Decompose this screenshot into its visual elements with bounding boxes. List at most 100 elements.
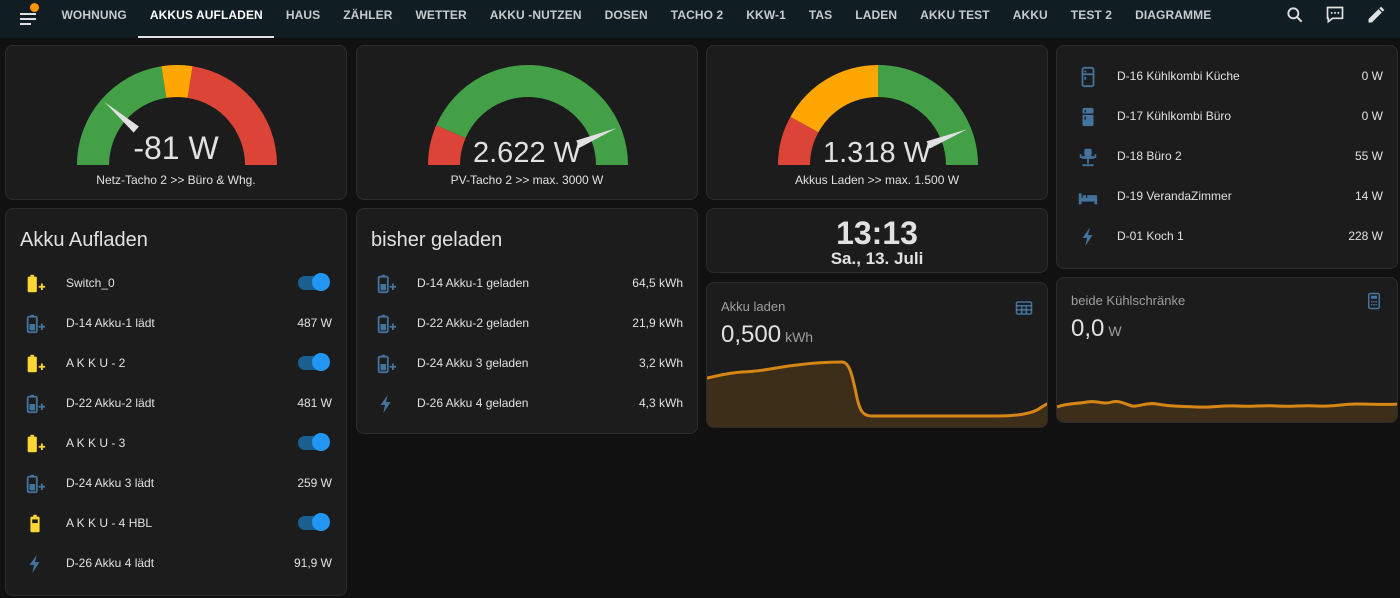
- battery-icon: [30, 514, 40, 533]
- tab-akku-test[interactable]: AKKU TEST: [920, 8, 990, 22]
- battery-plus-icon: [26, 314, 46, 334]
- entity-row[interactable]: D-24 Akku 3 lädt 259 W: [6, 463, 346, 503]
- device-label: D-01 Koch 1: [1117, 229, 1184, 243]
- gauge-card-pv[interactable]: 2.622 W PV-Tacho 2 >> max. 3000 W: [356, 45, 698, 200]
- entity-row[interactable]: D-24 Akku 3 geladen 3,2 kWh: [357, 343, 697, 383]
- card-title: Akku Aufladen: [20, 229, 148, 251]
- device-row[interactable]: D-17 Kühlkombi Büro 0 W: [1057, 96, 1397, 136]
- devices-card: D-16 Kühlkombi Küche 0 W D-17 Kühlkombi …: [1056, 45, 1398, 269]
- edit-icon[interactable]: [1366, 5, 1386, 25]
- device-label: D-16 Kühlkombi Küche: [1117, 69, 1240, 83]
- device-value: 14 W: [1354, 189, 1383, 203]
- sensor-value-number: 0,500: [721, 321, 782, 348]
- tab-zaehler[interactable]: ZÄHLER: [343, 8, 393, 22]
- entity-value: 4,3 kWh: [638, 396, 683, 410]
- tab-wetter[interactable]: WETTER: [415, 8, 467, 22]
- battery-plus-icon: [377, 354, 397, 374]
- gauge-card-akkus-laden[interactable]: 1.318 W Akkus Laden >> max. 1.500 W: [706, 45, 1048, 200]
- device-row[interactable]: D-19 VerandaZimmer 14 W: [1057, 176, 1397, 216]
- toggle-switch[interactable]: [298, 433, 330, 451]
- flash-icon: [1082, 227, 1093, 247]
- entity-label: D-22 Akku-2 geladen: [417, 316, 530, 330]
- notification-dot: [30, 3, 39, 12]
- battery-plus-icon: [26, 394, 46, 414]
- calendar-view-icon: [1015, 301, 1033, 315]
- device-label: D-17 Kühlkombi Büro: [1117, 109, 1232, 123]
- sensor-name: Akku laden: [721, 299, 786, 314]
- sensor-value-number: 0,0: [1071, 315, 1105, 342]
- gauge-segment: [878, 65, 978, 165]
- tab-kkw-1[interactable]: KKW-1: [746, 8, 786, 22]
- flash-icon: [29, 554, 40, 574]
- bisher-geladen-card: bisher geladen D-14 Akku-1 geladen 64,5 …: [356, 208, 698, 434]
- gauge-segment: [161, 65, 193, 98]
- entity-row[interactable]: D-26 Akku 4 geladen 4,3 kWh: [357, 383, 697, 423]
- battery-charging-icon: [27, 274, 46, 293]
- sensor-history-graph: [1057, 400, 1397, 422]
- device-row[interactable]: D-01 Koch 1 228 W: [1057, 216, 1397, 256]
- tab-diagramme[interactable]: DIAGRAMME: [1135, 8, 1212, 22]
- entity-row[interactable]: A K K U - 3: [6, 423, 346, 463]
- tab-test-2[interactable]: TEST 2: [1070, 8, 1113, 22]
- entity-row[interactable]: A K K U - 4 HBL: [6, 503, 346, 543]
- gauge-label: Akkus Laden >> max. 1.500 W: [794, 173, 960, 187]
- entity-row[interactable]: Switch_0: [6, 263, 346, 303]
- gauge-label: Netz-Tacho 2 >> Büro & Whg.: [96, 173, 256, 187]
- device-row[interactable]: D-16 Kühlkombi Küche 0 W: [1057, 56, 1397, 96]
- sensor-history-graph: [707, 360, 1047, 427]
- entity-value: 259 W: [297, 476, 332, 490]
- sensor-unit: W: [1108, 323, 1122, 339]
- entity-label: A K K U - 2: [66, 356, 126, 370]
- gauge-pv: [428, 64, 628, 165]
- entity-row[interactable]: D-22 Akku-2 geladen 21,9 kWh: [357, 303, 697, 343]
- entity-value: 64,5 kWh: [632, 276, 683, 290]
- entity-value: 21,9 kWh: [632, 316, 683, 330]
- toggle-switch[interactable]: [298, 273, 330, 291]
- tab-wohnung[interactable]: WOHNUNG: [61, 8, 127, 22]
- clock-date: Sa., 13. Juli: [830, 249, 924, 268]
- entity-label: A K K U - 3: [66, 436, 126, 450]
- gauge-value: 2.622 W: [473, 137, 581, 169]
- gauge-card-netz[interactable]: -81 W Netz-Tacho 2 >> Büro & Whg.: [5, 45, 347, 200]
- device-row[interactable]: D-18 Büro 2 55 W: [1057, 136, 1397, 176]
- bed-icon: [1078, 193, 1098, 205]
- entity-label: D-14 Akku-1 geladen: [417, 276, 530, 290]
- tab-akku[interactable]: AKKU: [1012, 8, 1048, 22]
- tab-akku-nutzen[interactable]: AKKU -NUTZEN: [489, 8, 582, 22]
- fridge-filled-icon: [1082, 107, 1094, 127]
- tab-dosen[interactable]: DOSEN: [604, 8, 648, 22]
- entity-label: D-26 Akku 4 geladen: [417, 396, 529, 410]
- tab-haus[interactable]: HAUS: [285, 8, 321, 22]
- tab-laden[interactable]: LADEN: [855, 8, 898, 22]
- device-label: D-19 VerandaZimmer: [1117, 189, 1232, 203]
- entity-row[interactable]: D-26 Akku 4 lädt 91,9 W: [6, 543, 346, 583]
- calculator-icon: [1368, 292, 1380, 310]
- tab-akkus-aufladen[interactable]: AKKUS AUFLADEN: [138, 0, 275, 38]
- gauge-segment: [187, 66, 277, 165]
- device-label: D-18 Büro 2: [1117, 149, 1182, 163]
- device-value: 0 W: [1361, 109, 1383, 123]
- tab-tas[interactable]: TAS: [808, 8, 833, 22]
- gauge-needle: [576, 127, 617, 148]
- entity-row[interactable]: A K K U - 2: [6, 343, 346, 383]
- entity-row[interactable]: D-14 Akku-1 geladen 64,5 kWh: [357, 263, 697, 303]
- device-value: 55 W: [1354, 149, 1383, 163]
- toggle-switch[interactable]: [298, 353, 330, 371]
- menu-icon[interactable]: [18, 8, 40, 30]
- battery-plus-icon: [377, 274, 397, 294]
- top-app-bar: WOHNUNG AKKUS AUFLADEN HAUS ZÄHLER WETTE…: [0, 0, 1400, 38]
- entity-row[interactable]: D-14 Akku-1 lädt 487 W: [6, 303, 346, 343]
- kuehlschraenke-sensor-card[interactable]: beide Kühlschränke 0,0 W: [1056, 277, 1398, 423]
- gauge-segment: [436, 64, 628, 165]
- assist-icon[interactable]: [1325, 5, 1345, 25]
- desk-chair-icon: [1079, 148, 1097, 167]
- entity-row[interactable]: D-22 Akku-2 lädt 481 W: [6, 383, 346, 423]
- akku-laden-sensor-card[interactable]: Akku laden 0,500 kWh: [706, 282, 1048, 428]
- toggle-switch[interactable]: [298, 513, 330, 531]
- clock-time: 13:13: [836, 215, 918, 251]
- view-tabs: WOHNUNG AKKUS AUFLADEN HAUS ZÄHLER WETTE…: [50, 0, 1223, 38]
- tab-tacho-2[interactable]: TACHO 2: [670, 8, 724, 22]
- gauge-segment: [778, 116, 819, 165]
- sensor-name: beide Kühlschränke: [1071, 293, 1186, 308]
- search-icon[interactable]: [1285, 5, 1305, 25]
